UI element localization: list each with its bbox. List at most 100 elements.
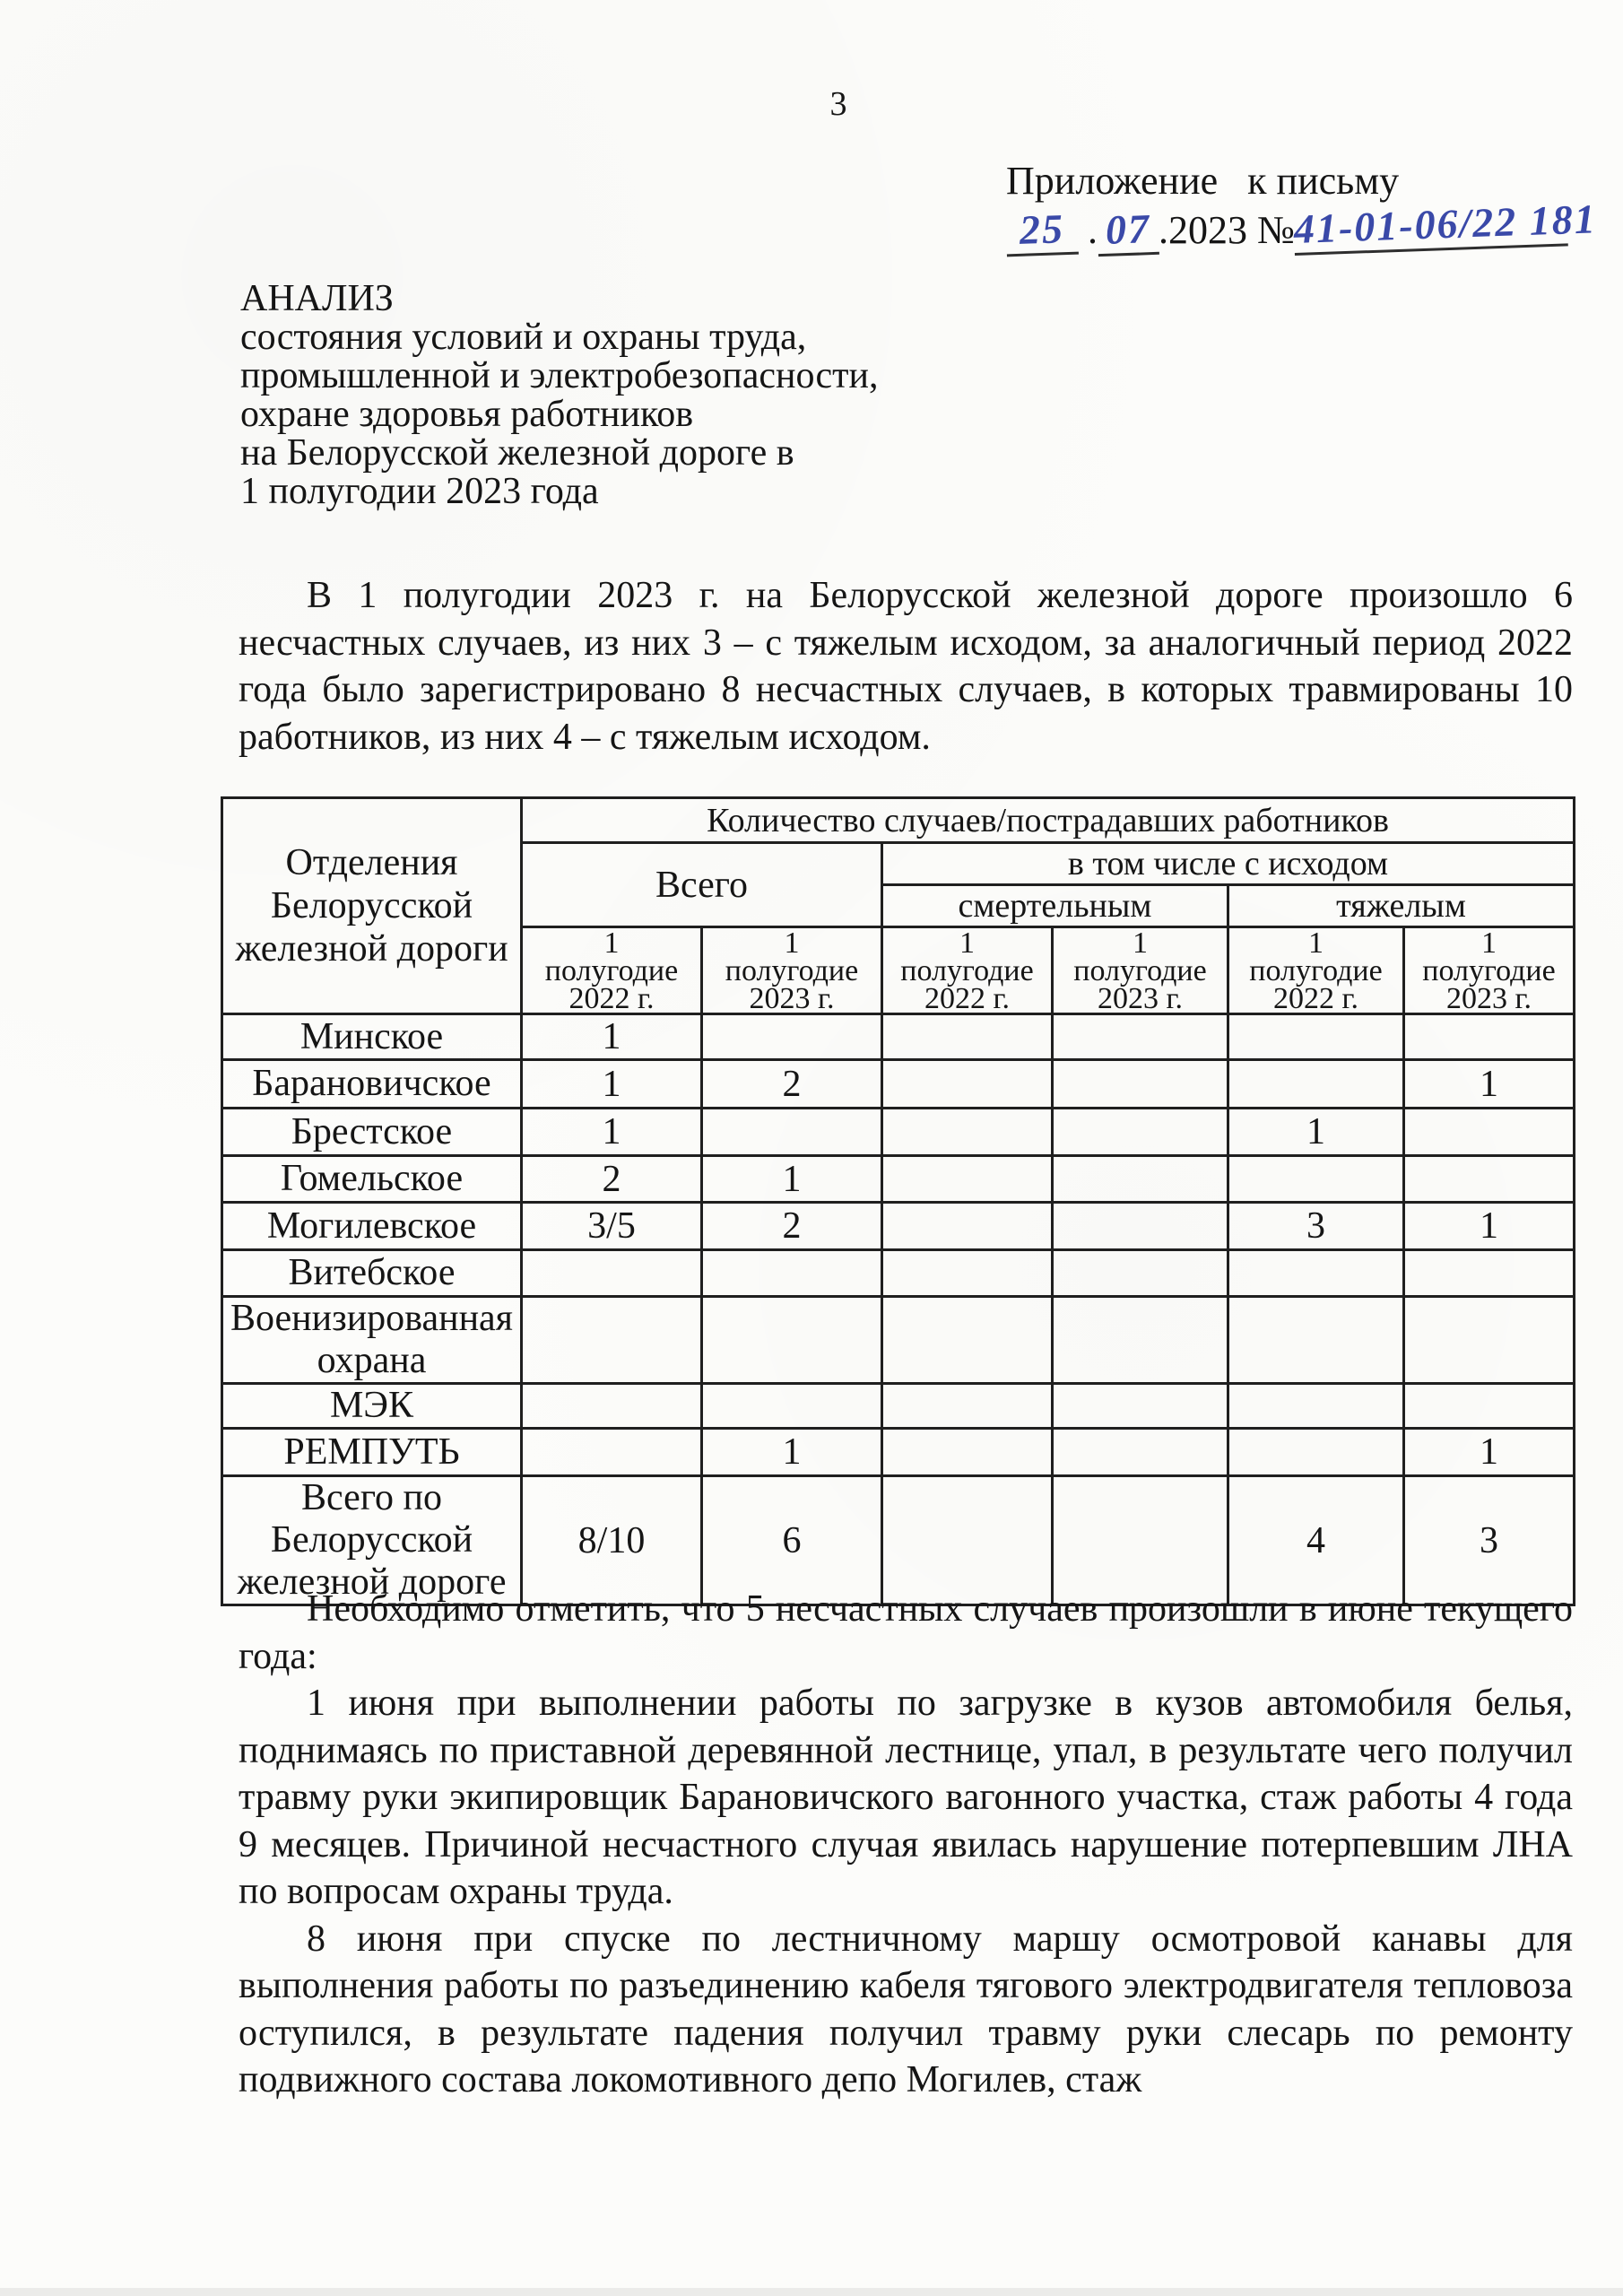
value-cell: [700, 1295, 883, 1385]
period-header-2023: 1 полугодие 2023 г.: [700, 926, 883, 1015]
fatal-outcome-header: смертельным: [881, 883, 1229, 928]
value-cell: [520, 1427, 703, 1477]
dept-name-cell: МЭК: [221, 1382, 523, 1430]
period-header-2023: 1 полугодие 2023 г.: [1402, 926, 1575, 1015]
title-line: 1 полугодии 2023 года: [240, 471, 599, 512]
body-paragraph: Необходимо отметить, что 5 несчастных сл…: [239, 1588, 1573, 1677]
value-cell: [881, 1474, 1054, 1606]
value-cell: [1051, 1474, 1229, 1606]
table-row: Минское 1: [221, 1013, 1575, 1061]
dept-name-cell: Витебское: [221, 1248, 523, 1298]
value-cell: 1: [700, 1427, 883, 1477]
period-header-2022: 1 полугодие 2022 г.: [520, 926, 703, 1015]
value-cell: [1227, 1295, 1405, 1385]
table-row: Гомельское 2 1: [221, 1154, 1575, 1204]
body-paragraph: 8 июня при спуске по лестничному маршу о…: [239, 1918, 1573, 2101]
value-cell: [1227, 1013, 1405, 1061]
value-cell: 6: [700, 1474, 883, 1606]
dept-name-cell: Барановичское: [221, 1058, 523, 1109]
value-cell: 1: [1402, 1427, 1575, 1477]
value-cell: [1051, 1013, 1229, 1061]
table-header-row: Всего в том числе с исходом: [222, 841, 1575, 928]
value-cell: [881, 1058, 1054, 1109]
value-cell: [881, 1427, 1054, 1477]
intro-paragraph-block: В 1 полугодии 2023 г. на Белорусской жел…: [239, 572, 1573, 761]
value-cell: [881, 1107, 1054, 1157]
value-cell: 3: [1402, 1474, 1575, 1606]
value-cell: [1402, 1295, 1575, 1385]
value-cell: 1: [520, 1013, 703, 1061]
title-line: АНАЛИЗ: [240, 278, 394, 319]
value-cell: [1227, 1248, 1405, 1298]
table-row: МЭК: [221, 1382, 1575, 1430]
table-row: Витебское: [221, 1248, 1575, 1298]
value-cell: [881, 1248, 1054, 1298]
dept-name-cell: Всего по Белорусской железной дороге: [221, 1474, 523, 1606]
value-cell: [1051, 1154, 1229, 1204]
title-line: состояния условий и охраны труда,: [240, 317, 807, 358]
printed-dot: .: [1078, 208, 1098, 252]
table-header-row: Отделения Белорусской железной дороги Ко…: [221, 796, 1575, 1015]
value-cell: [700, 1107, 883, 1157]
title-line: охране здоровья работников: [240, 394, 694, 435]
value-cell: 1: [1402, 1058, 1575, 1109]
dept-name-cell: Военизированная охрана: [221, 1295, 523, 1385]
value-cell: 1: [520, 1107, 703, 1157]
value-cell: 2: [700, 1058, 883, 1109]
value-cell: [1227, 1154, 1405, 1204]
period-header-2022: 1 полугодие 2022 г.: [1227, 926, 1405, 1015]
table-row: РЕМПУТЬ 1 1: [221, 1427, 1575, 1477]
period-header-2022: 1 полугодие 2022 г.: [881, 926, 1054, 1015]
value-cell: [520, 1295, 703, 1385]
value-cell: [1051, 1295, 1229, 1385]
intro-paragraph: В 1 полугодии 2023 г. на Белорусской жел…: [239, 575, 1573, 758]
value-cell: [1402, 1382, 1575, 1430]
total-header: Всего: [520, 841, 883, 928]
value-cell: [1402, 1013, 1575, 1061]
dept-name-cell: РЕМПУТЬ: [221, 1427, 523, 1477]
title-line: промышленной и электробезопасности,: [240, 355, 879, 396]
value-cell: [881, 1201, 1054, 1251]
body-paragraph: 1 июня при выполнении работы по загрузке…: [239, 1683, 1573, 1912]
value-cell: [1051, 1382, 1229, 1430]
value-cell: 1: [520, 1058, 703, 1109]
outcome-header: в том числе с исходом: [881, 841, 1575, 886]
value-cell: [1051, 1107, 1229, 1157]
annex-date-line: 25 . 07.2023 №41-01-06/22 181: [1005, 196, 1598, 257]
value-cell: [700, 1382, 883, 1430]
value-cell: [1402, 1107, 1575, 1157]
value-cell: [1051, 1058, 1229, 1109]
value-cell: [1227, 1427, 1405, 1477]
table-header-row: 1 полугодие 2022 г. 1 полугодие 2023 г. …: [222, 926, 1575, 1015]
value-cell: [881, 1382, 1054, 1430]
value-cell: 2: [520, 1154, 703, 1204]
value-cell: [881, 1154, 1054, 1204]
dept-name-cell: Брестское: [221, 1107, 523, 1157]
table-row: Могилевское 3/5 2 3 1: [221, 1201, 1575, 1251]
dept-name-cell: Гомельское: [221, 1154, 523, 1204]
handwritten-day: 25: [1005, 204, 1079, 257]
title-line: на Белорусской железной дороге в: [240, 432, 794, 474]
scan-bottom-edge: [0, 2288, 1623, 2296]
dept-name-cell: Могилевское: [221, 1201, 523, 1251]
period-header-2023: 1 полугодие 2023 г.: [1051, 926, 1229, 1015]
value-cell: [1051, 1201, 1229, 1251]
handwritten-doc-number: 41-01-06/22 181: [1293, 196, 1598, 256]
value-cell: 8/10: [520, 1474, 703, 1606]
value-cell: [700, 1248, 883, 1298]
printed-year-number-sign: .2023 №: [1159, 208, 1295, 252]
table-row: Всего по Белорусской железной дороге 8/1…: [221, 1474, 1575, 1606]
document-title: АНАЛИЗ состояния условий и охраны труда,…: [240, 280, 878, 511]
cases-group-header: Количество случаев/пострадавших работник…: [520, 796, 1575, 844]
body-text-block: Необходимо отметить, что 5 несчастных сл…: [239, 1586, 1573, 2104]
value-cell: 3: [1227, 1201, 1405, 1251]
value-cell: [1402, 1154, 1575, 1204]
value-cell: [881, 1013, 1054, 1061]
handwritten-month: 07: [1097, 204, 1159, 257]
table-row: Барановичское 1 2 1: [221, 1058, 1575, 1109]
value-cell: [520, 1248, 703, 1298]
value-cell: 1: [1402, 1201, 1575, 1251]
value-cell: [1051, 1427, 1229, 1477]
table-row: Брестское 1 1: [221, 1107, 1575, 1157]
